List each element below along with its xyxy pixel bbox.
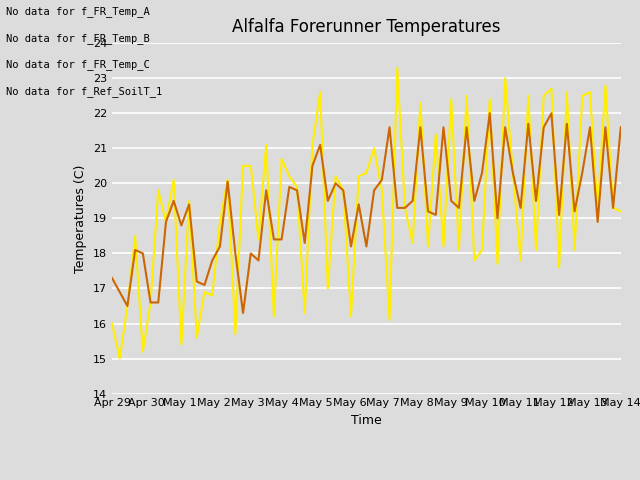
Line: Ref_SoilT_3: Ref_SoilT_3 [112, 113, 621, 313]
Text: No data for f_FR_Temp_C: No data for f_FR_Temp_C [6, 59, 150, 70]
X-axis label: Time: Time [351, 414, 382, 427]
Ref_SoilT_2 [108, 321, 116, 326]
Ref_SoilT_3 [586, 124, 594, 130]
Ref_SoilT_3 [486, 110, 493, 116]
Ref_SoilT_3 [617, 124, 625, 130]
Ref_SoilT_3 [347, 243, 355, 249]
Ref_SoilT_2 [324, 286, 332, 291]
Line: Ref_SoilT_2: Ref_SoilT_2 [112, 68, 621, 359]
Ref_SoilT_3 [509, 170, 516, 176]
Ref_SoilT_3 [108, 275, 116, 281]
Ref_SoilT_2 [154, 188, 162, 193]
Ref_SoilT_3 [147, 300, 154, 305]
Ref_SoilT_3 [239, 310, 247, 316]
Ref_SoilT_3 [324, 198, 332, 204]
Ref_SoilT_2 [394, 65, 401, 71]
Ref_SoilT_2 [116, 356, 124, 361]
Y-axis label: Temperatures (C): Temperatures (C) [74, 164, 87, 273]
Ref_SoilT_2 [347, 313, 355, 319]
Ref_SoilT_2 [586, 89, 594, 95]
Ref_SoilT_2 [509, 170, 516, 176]
Ref_SoilT_2 [617, 208, 625, 214]
Ref_SoilT_3 [170, 198, 177, 204]
Text: No data for f_Ref_SoilT_1: No data for f_Ref_SoilT_1 [6, 85, 163, 96]
Text: No data for f_FR_Temp_B: No data for f_FR_Temp_B [6, 33, 150, 44]
Text: No data for f_FR_Temp_A: No data for f_FR_Temp_A [6, 6, 150, 17]
Title: Alfalfa Forerunner Temperatures: Alfalfa Forerunner Temperatures [232, 18, 500, 36]
Ref_SoilT_2 [177, 342, 185, 348]
